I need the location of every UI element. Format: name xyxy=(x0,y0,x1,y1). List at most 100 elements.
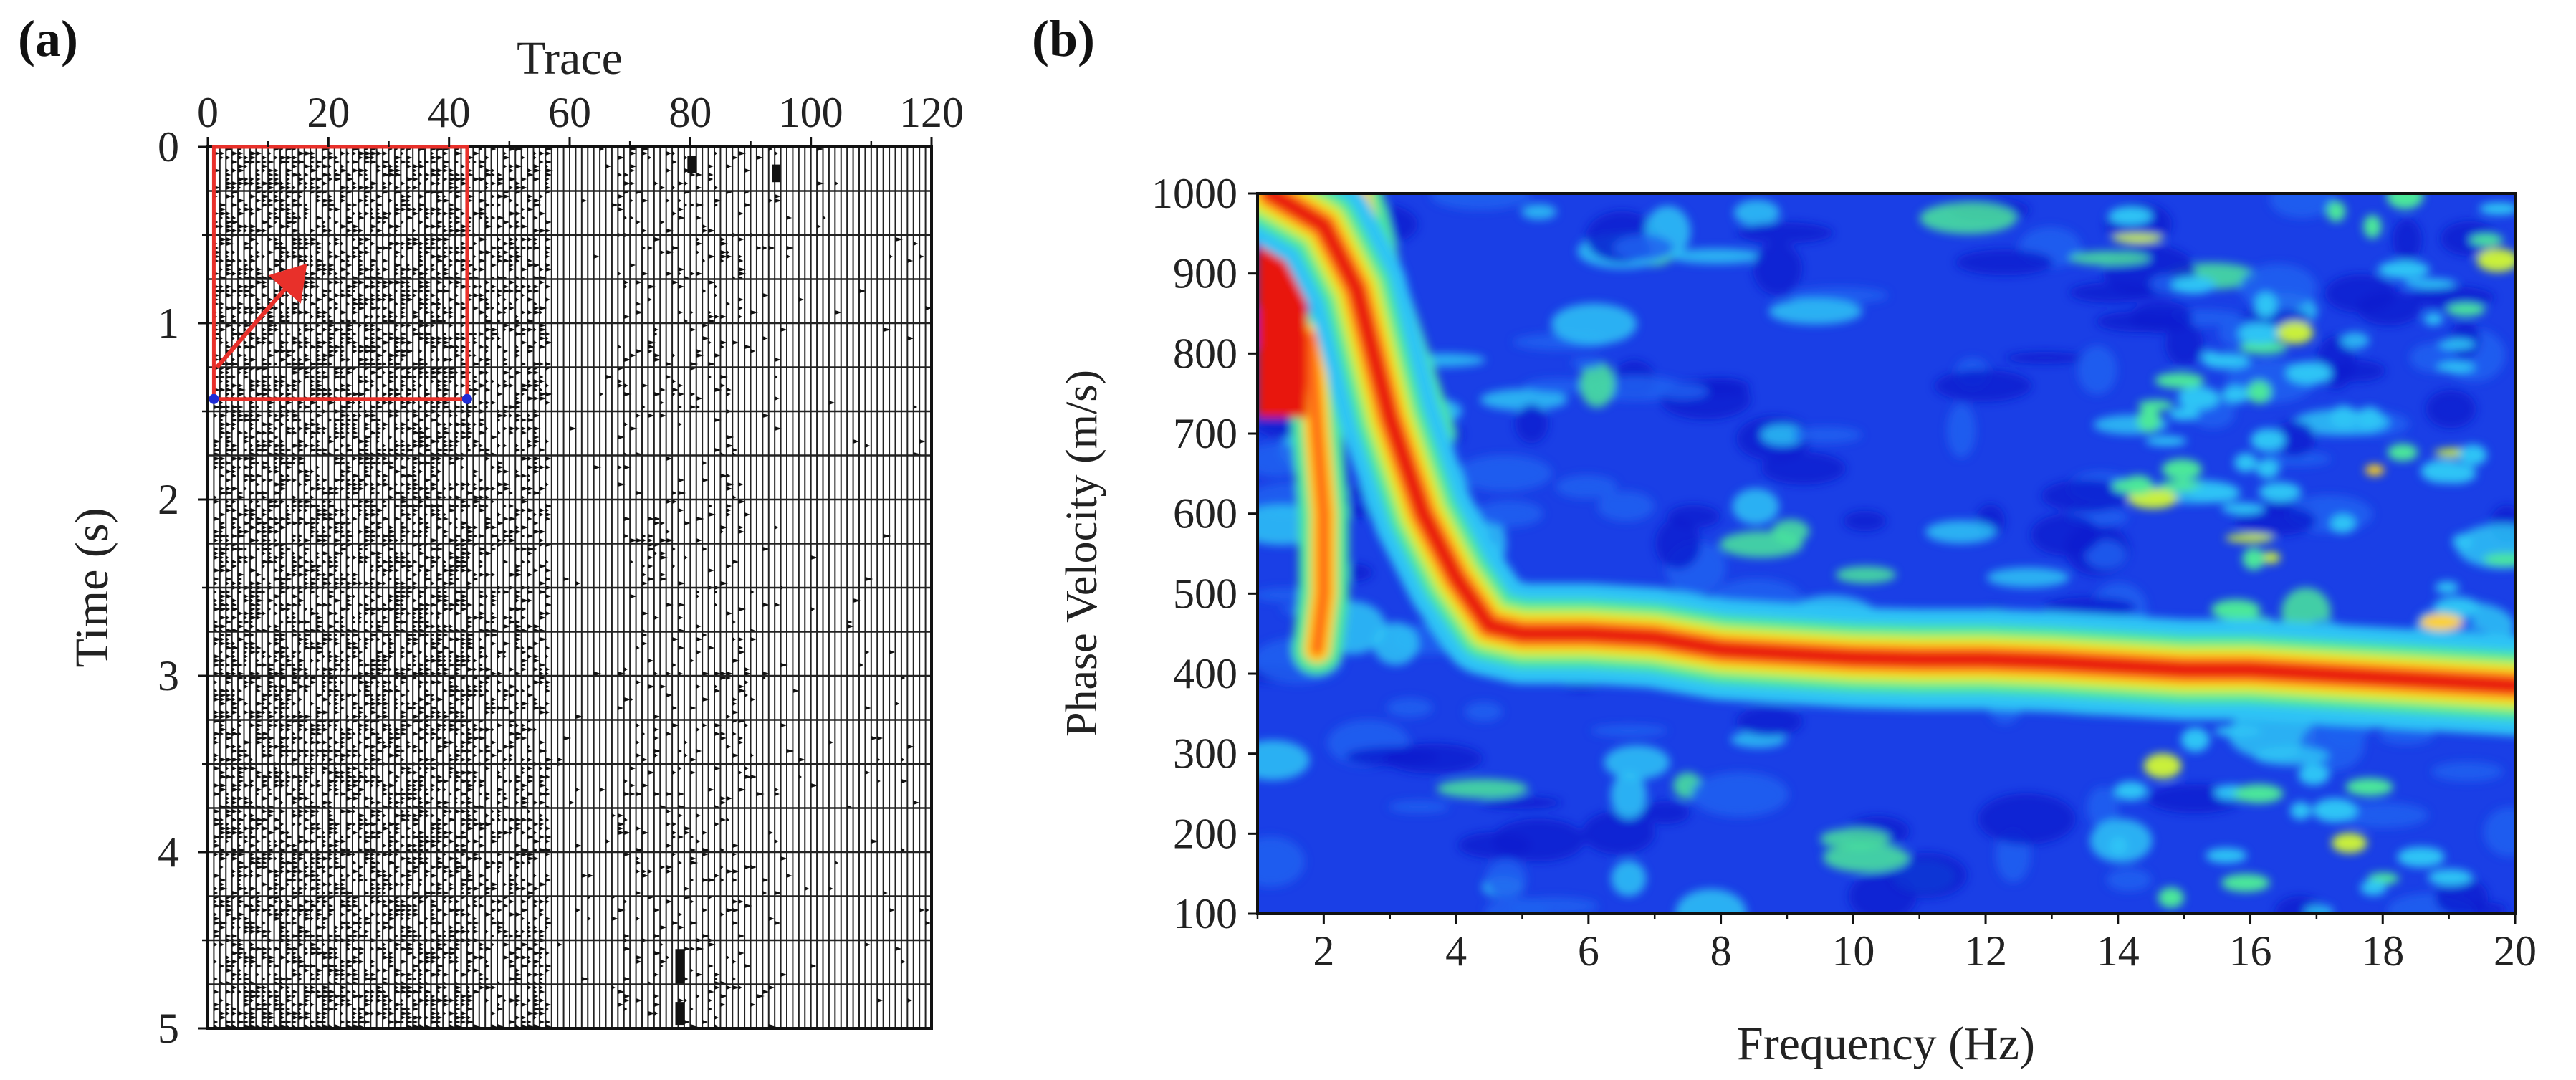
energy-patch xyxy=(1515,403,1548,444)
energy-patch xyxy=(2106,868,2152,892)
x-tick-label: 4 xyxy=(1445,927,1467,975)
x-tick-label: 20 xyxy=(2494,927,2537,975)
energy-patch xyxy=(2087,786,2119,828)
energy-patch xyxy=(1835,565,1897,584)
energy-speckle xyxy=(2234,453,2258,472)
energy-patch xyxy=(1887,852,1968,899)
energy-speckle xyxy=(2403,278,2456,289)
x-tick-label: 0 xyxy=(197,89,219,136)
energy-patch xyxy=(2378,726,2434,745)
energy-patch xyxy=(1669,248,1765,264)
energy-patch xyxy=(1591,725,1668,737)
energy-patch xyxy=(1736,707,1803,737)
energy-patch xyxy=(1768,298,1862,325)
trace-wiggle-fill xyxy=(793,689,800,693)
dispersion-axes: 2 4 6 8 10 12 14 16 18 20 100 200 300 400 500 600 700 800… xyxy=(1151,170,2537,975)
energy-speckle xyxy=(2137,400,2173,411)
energy-patch xyxy=(1485,897,1549,914)
energy-patch xyxy=(2077,345,2117,395)
x-tick-label: 120 xyxy=(899,89,964,136)
trace-wiggle-fill xyxy=(262,156,270,1028)
energy-patch xyxy=(2410,286,2494,309)
trace-wiggle-fill xyxy=(521,156,530,1028)
y-tick-label: 300 xyxy=(1173,730,1237,778)
energy-patch xyxy=(1571,356,1604,370)
energy-patch xyxy=(1737,221,1834,244)
energy-patch xyxy=(2484,807,2515,857)
seismic-annotations xyxy=(209,145,472,404)
energy-speckle xyxy=(2145,436,2187,446)
energy-speckle xyxy=(2202,353,2251,369)
trace-wiggle-fill xyxy=(334,156,343,1028)
x-tick-label: 12 xyxy=(1964,927,2007,975)
trace-wiggle-fill xyxy=(479,147,487,990)
energy-patch xyxy=(1977,793,2076,845)
energy-patch xyxy=(2272,421,2316,457)
trace-wiggle-fill xyxy=(425,160,433,1028)
panel-b-label: (b) xyxy=(1032,10,1095,67)
energy-speckle xyxy=(2286,361,2332,385)
strong-event xyxy=(675,1002,684,1026)
energy-patch xyxy=(1456,454,1553,492)
y-tick-label: 400 xyxy=(1173,650,1237,697)
trace-wiggle-fill xyxy=(805,887,810,891)
energy-speckle xyxy=(2363,214,2382,239)
energy-speckle xyxy=(2330,405,2357,429)
y-tick-label: 2 xyxy=(158,476,179,523)
energy-patch xyxy=(2239,264,2317,312)
trace-wiggle-fill xyxy=(466,156,475,1024)
energy-patch xyxy=(1640,801,1690,825)
energy-patch xyxy=(1604,745,1670,780)
trace-wiggle-fill xyxy=(744,168,752,968)
energy-speckle xyxy=(2254,292,2277,318)
energy-patch xyxy=(1430,193,1531,210)
energy-speckle xyxy=(2256,459,2280,479)
energy-speckle xyxy=(2433,463,2476,484)
energy-speckle xyxy=(2221,388,2250,398)
energy-speckle xyxy=(2225,533,2274,543)
trace-wiggle-fill xyxy=(823,216,826,220)
energy-speckle xyxy=(2290,801,2312,820)
strong-event xyxy=(772,164,781,183)
highlight-arrow xyxy=(215,263,307,369)
energy-speckle xyxy=(2158,480,2205,492)
energy-speckle xyxy=(2180,727,2210,752)
energy-patch xyxy=(1691,772,1789,817)
energy-patch xyxy=(1986,567,2070,588)
energy-patch xyxy=(1480,388,1568,411)
energy-patch xyxy=(1465,702,1503,722)
y-tick-label: 1000 xyxy=(1151,170,1237,217)
trace-wiggle-fill xyxy=(310,151,319,1028)
energy-patch xyxy=(1761,424,1806,446)
trace-wiggle-fill xyxy=(219,151,228,1020)
energy-patch xyxy=(1387,698,1433,717)
energy-speckle xyxy=(2298,764,2330,785)
energy-patch xyxy=(1611,860,1647,897)
y-tick-label: 3 xyxy=(158,652,179,699)
energy-patch xyxy=(1761,451,1847,485)
strong-event xyxy=(687,156,696,173)
energy-patch xyxy=(2234,506,2317,536)
energy-speckle xyxy=(2397,846,2445,868)
trace-wiggle-fill xyxy=(358,151,367,1028)
energy-speckle xyxy=(2211,599,2261,620)
energy-speckle xyxy=(2111,233,2163,243)
energy-speckle xyxy=(2259,482,2302,502)
energy-patch xyxy=(1732,488,1779,525)
box-corner-marker xyxy=(209,393,219,404)
energy-patch xyxy=(1919,202,2017,234)
energy-speckle xyxy=(2331,833,2367,854)
seismic-axes: 0 20 40 60 80 100 120 0 1 2 3 4 5 xyxy=(158,89,964,1052)
energy-patch xyxy=(1480,796,1562,809)
y-tick-label: 5 xyxy=(158,1005,179,1052)
energy-patch xyxy=(1675,889,1747,914)
energy-patch xyxy=(1345,747,1439,767)
highlight-box xyxy=(211,145,469,401)
trace-wiggle-fill xyxy=(575,581,584,912)
energy-patch xyxy=(1258,740,1310,780)
energy-patch xyxy=(1523,378,1592,393)
energy-speckle xyxy=(2261,551,2281,564)
energy-patch xyxy=(1551,303,1637,345)
energy-speckle xyxy=(2114,781,2148,801)
energy-patch xyxy=(1955,249,2054,276)
